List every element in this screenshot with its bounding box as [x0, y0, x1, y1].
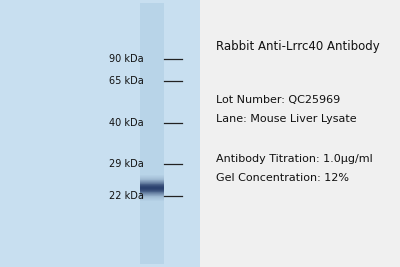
Bar [140, 194, 164, 195]
Bar [140, 181, 164, 182]
Bar [140, 185, 164, 186]
Bar [140, 193, 164, 194]
Bar [140, 187, 164, 188]
Bar [140, 198, 164, 199]
Text: Gel Concentration: 12%: Gel Concentration: 12% [216, 172, 349, 183]
Bar [140, 183, 164, 184]
Bar [140, 176, 164, 177]
Bar [140, 189, 164, 190]
Bar [140, 175, 164, 176]
Bar [0, 0, 200, 267]
Bar [140, 200, 164, 201]
Bar [140, 180, 164, 181]
Bar [140, 199, 164, 200]
Text: 65 kDa: 65 kDa [109, 76, 144, 87]
Text: Rabbit Anti-Lrrc40 Antibody: Rabbit Anti-Lrrc40 Antibody [216, 40, 380, 53]
Bar [140, 191, 164, 192]
Text: 29 kDa: 29 kDa [109, 159, 144, 169]
Text: Lane: Mouse Liver Lysate: Lane: Mouse Liver Lysate [216, 114, 357, 124]
Bar [140, 177, 164, 178]
Bar [140, 195, 164, 196]
Bar [140, 178, 164, 179]
Text: 22 kDa: 22 kDa [109, 191, 144, 201]
Bar [140, 197, 164, 198]
Bar [140, 188, 164, 189]
Bar [140, 190, 164, 191]
Text: Lot Number: QC25969: Lot Number: QC25969 [216, 95, 340, 105]
Bar [140, 196, 164, 197]
Bar [140, 192, 164, 193]
Text: 40 kDa: 40 kDa [109, 118, 144, 128]
Bar [140, 182, 164, 183]
Bar [140, 186, 164, 187]
Text: Antibody Titration: 1.0µg/ml: Antibody Titration: 1.0µg/ml [216, 154, 373, 164]
Bar [140, 3, 164, 264]
Text: 90 kDa: 90 kDa [109, 54, 144, 64]
Bar [140, 184, 164, 185]
